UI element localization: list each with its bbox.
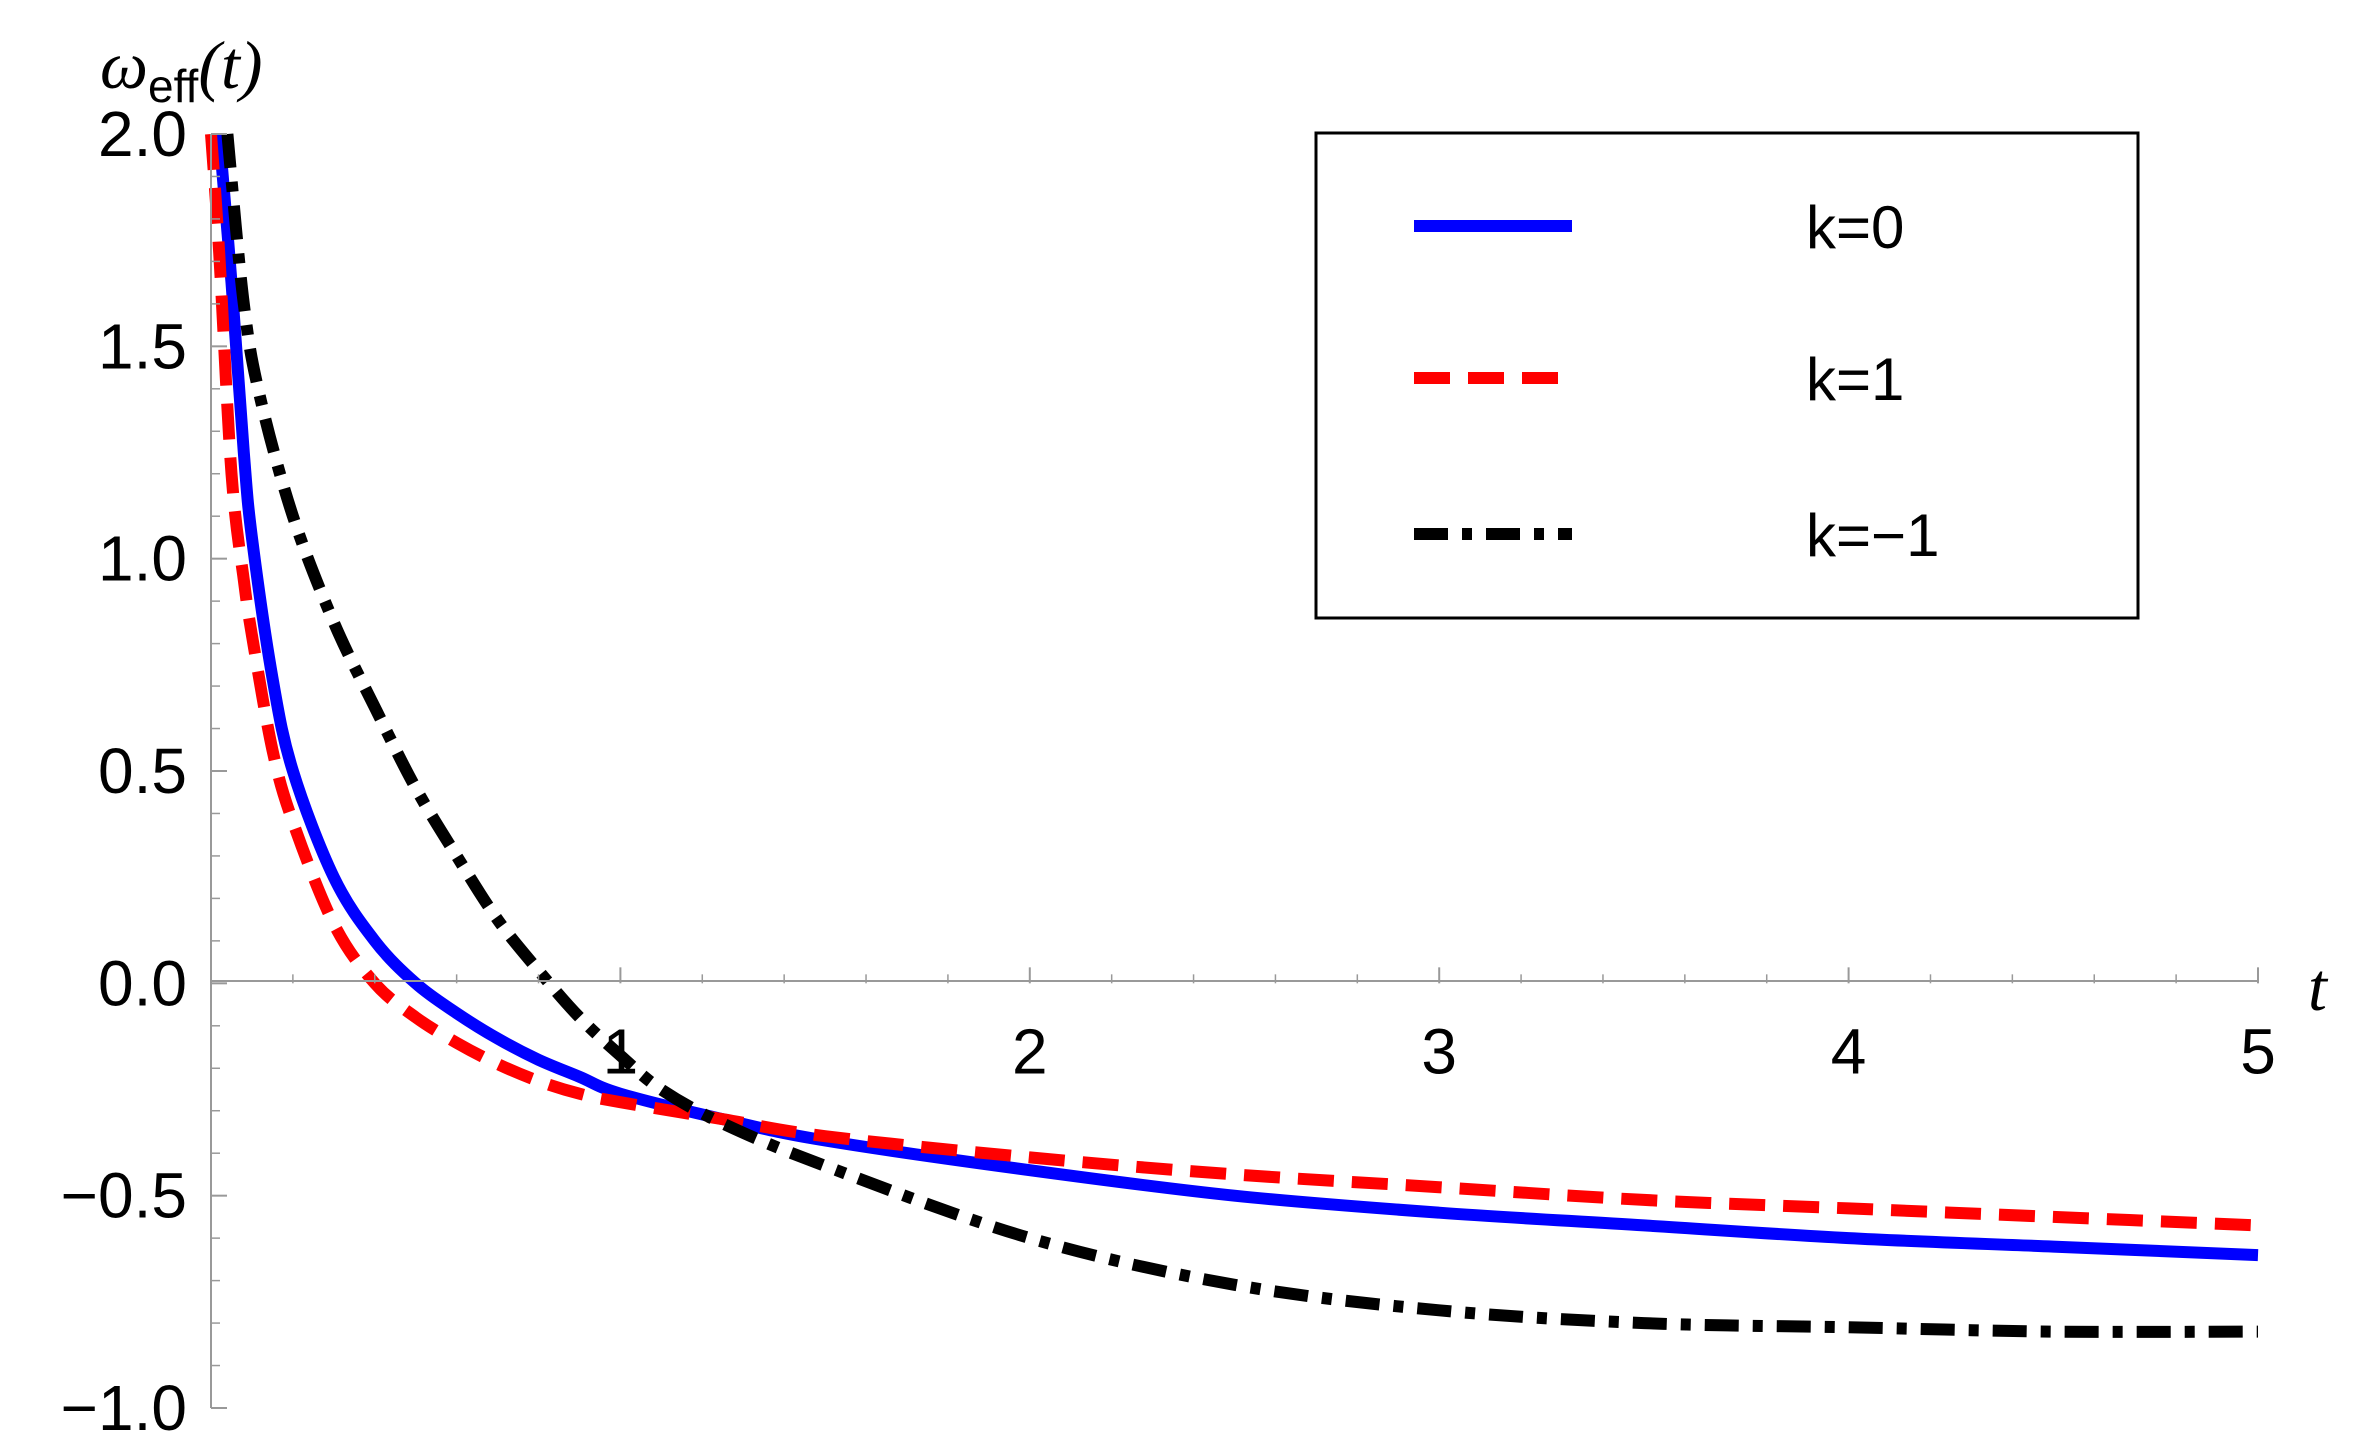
x-axis-title: t (2308, 949, 2329, 1025)
y-tick-label: 1.5 (98, 310, 187, 382)
series-line-0 (213, 133, 2259, 1262)
y-axis-title-arg: (t) (198, 27, 262, 103)
legend: k=0 k=1 k=−1 (1314, 131, 2140, 620)
labels-layer: 1 2 3 4 5 −1.0 −0.5 0.0 0.5 1.0 1.5 2.0 (61, 98, 2276, 1444)
y-tick-label: −0.5 (61, 1160, 187, 1232)
series-line-2 (221, 133, 2259, 1338)
y-axis-title-sub: eff (148, 60, 199, 112)
x-tick-label: 4 (1831, 1015, 1867, 1087)
legend-label-0: k=0 (1806, 194, 1904, 261)
legend-box (1314, 131, 2140, 620)
y-axis-title-main: ω (100, 27, 148, 103)
y-tick-label: 2.0 (98, 98, 187, 170)
y-tick-label: 1.0 (98, 523, 187, 595)
y-tick-label: −1.0 (61, 1372, 187, 1444)
y-tick-label: 0.5 (98, 735, 187, 807)
x-tick-label: 5 (2240, 1015, 2276, 1087)
y-tick-label: 0.0 (98, 947, 187, 1019)
legend-label-2: k=−1 (1806, 502, 1939, 569)
series-line-1 (205, 133, 2259, 1232)
series-layer (205, 133, 2259, 1338)
x-tick-label: 2 (1012, 1015, 1048, 1087)
x-tick-label: 3 (1421, 1015, 1457, 1087)
y-axis-title: ωeff(t) (100, 27, 263, 112)
ticks-layer (211, 133, 2259, 1409)
x-tick-label: 1 (603, 1015, 639, 1087)
legend-label-1: k=1 (1806, 346, 1904, 413)
